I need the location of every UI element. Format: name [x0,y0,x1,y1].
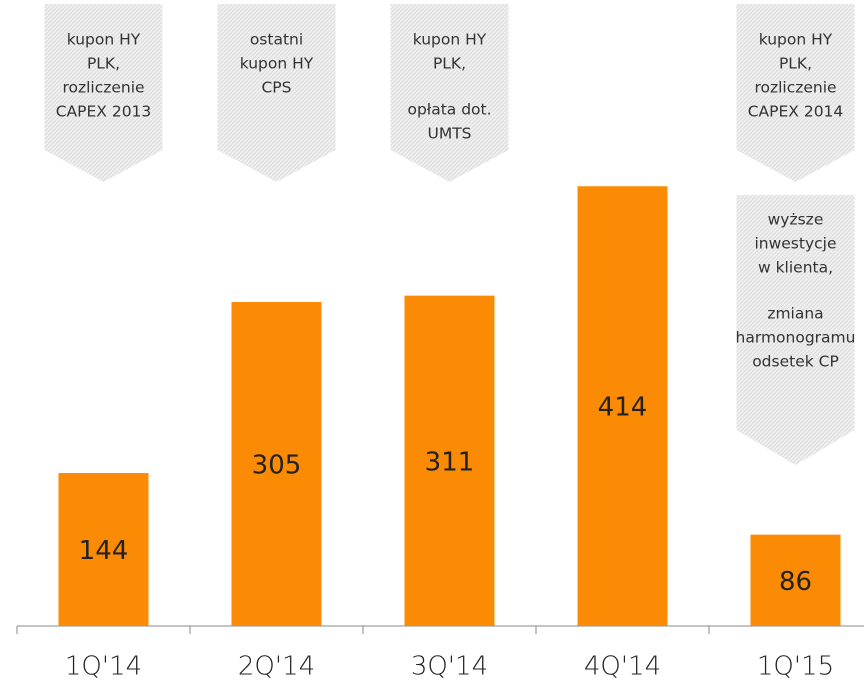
value-label: 86 [779,567,812,597]
annotation-text: odsetek CP [752,353,839,371]
callout [390,4,509,182]
callout [736,195,855,465]
annotation-text: wyższe [768,211,824,229]
bar [750,534,841,626]
annotation-text: CAPEX 2014 [748,103,844,121]
x-tick-label: 2Q'14 [238,652,315,682]
bar [231,302,322,626]
annotation-text: kupon HY [413,31,487,49]
annotation-text: UMTS [427,125,471,143]
annotation-text: PLK, [433,55,466,73]
annotation-text: ostatni [250,31,303,49]
annotation-text: CAPEX 2013 [56,103,152,121]
annotation-text: PLK, [779,55,812,73]
x-tick-label: 1Q'14 [65,652,142,682]
annotation-text: inwestycje [754,235,836,253]
bar [577,186,668,627]
x-tick-label: 1Q'15 [757,652,834,682]
annotation-text: w klienta, [758,259,833,277]
callout [217,4,336,182]
value-label: 305 [252,451,302,481]
annotation-text: kupon HY [67,31,141,49]
value-label: 144 [79,536,129,566]
bar [58,473,149,626]
annotation-text: rozliczenie [754,79,836,97]
annotation-text: kupon HY [240,55,314,73]
annotation-text: zmiana [767,305,823,323]
bar [404,295,495,626]
annotation-text: opłata dot. [407,101,491,119]
annotation-text: rozliczenie [62,79,144,97]
x-tick-label: 3Q'14 [411,652,488,682]
value-label: 311 [425,447,475,477]
annotation-text: harmonogramu [736,329,856,347]
annotation-text: PLK, [87,55,120,73]
annotation-text: kupon HY [759,31,833,49]
callout [44,4,163,182]
value-label: 414 [598,393,648,423]
x-tick-label: 4Q'14 [584,652,661,682]
callout [736,4,855,182]
annotation-text: CPS [261,79,291,97]
